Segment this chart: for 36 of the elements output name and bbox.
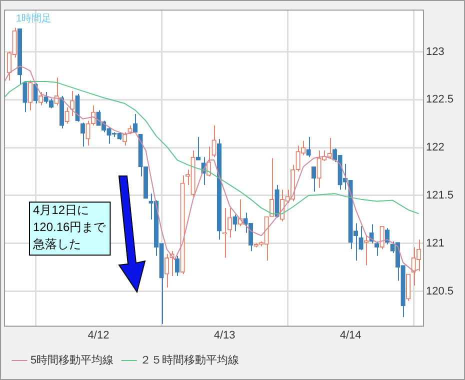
candlestick	[38, 92, 44, 106]
candlestick	[364, 235, 369, 266]
candlestick	[122, 132, 128, 146]
candlestick	[70, 90, 75, 116]
candlestick	[75, 93, 80, 122]
candlestick	[174, 255, 180, 276]
candlestick	[22, 82, 28, 113]
candlestick	[80, 122, 86, 148]
candlestick	[64, 106, 70, 124]
y-tick-label: 121.5	[426, 190, 454, 202]
candlestick	[406, 274, 411, 302]
candlestick	[232, 214, 238, 232]
candlestick	[132, 114, 138, 133]
y-tick-label: 123	[426, 46, 444, 58]
x-tick-label: 4/12	[88, 329, 110, 342]
y-tick-label: 122.5	[426, 94, 454, 106]
candlestick	[196, 136, 201, 161]
y-tick-label: 121	[426, 237, 444, 250]
candlestick	[28, 80, 33, 111]
annotation: 4月12日に	[33, 202, 90, 217]
chart-title: 1時間足	[16, 12, 52, 24]
annotation: 120.16円まで	[33, 220, 107, 234]
legend-label: 5時間移動平均線	[30, 354, 114, 367]
x-tick-label: 4/13	[214, 329, 236, 342]
candlestick	[380, 226, 384, 250]
y-tick-label: 122	[426, 142, 444, 154]
candlestick	[374, 240, 380, 256]
legend-label: ２５時間移動平均線	[140, 354, 240, 367]
y-tick-label: 120.5	[426, 285, 454, 298]
candlestick	[212, 125, 216, 158]
x-tick-label: 4/14	[340, 329, 362, 342]
candlestick	[306, 136, 311, 158]
candlestick	[33, 82, 38, 104]
candlestick	[358, 226, 364, 251]
annotation: 急落した	[32, 236, 81, 251]
candlestick	[311, 166, 316, 192]
